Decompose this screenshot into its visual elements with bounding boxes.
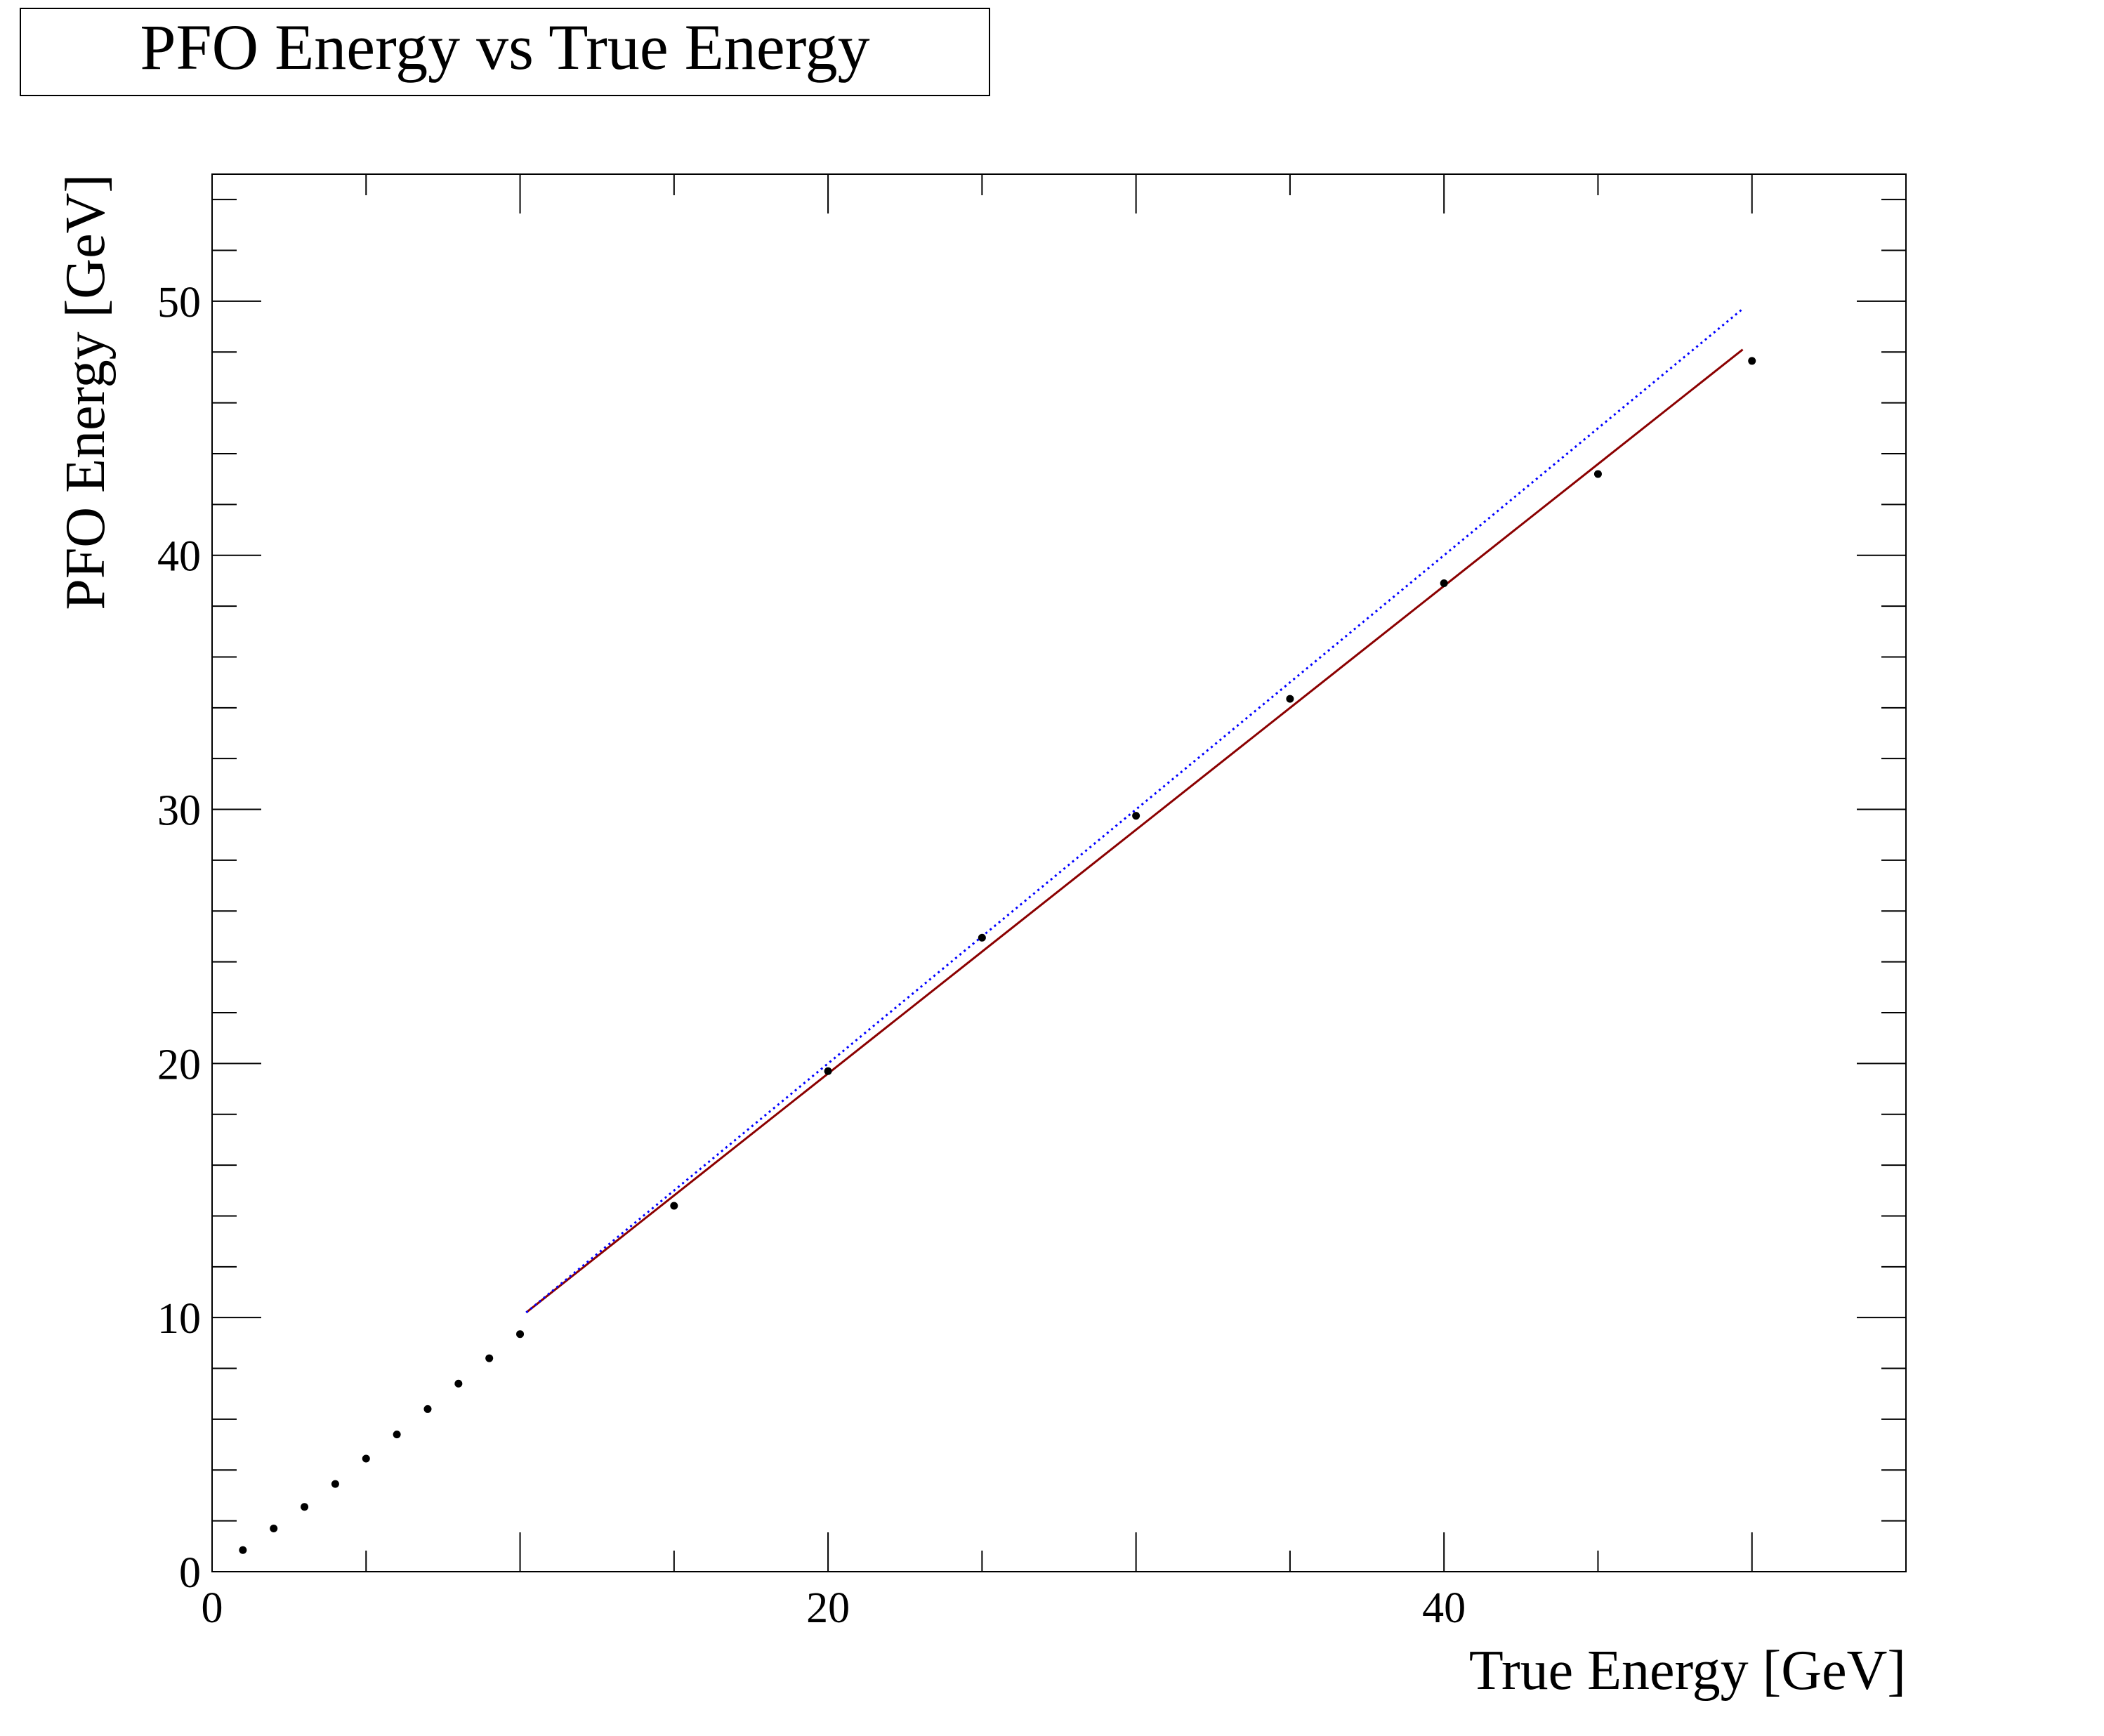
reference-line [525,308,1744,1314]
data-point [1132,812,1140,820]
data-point [1593,470,1602,478]
data-point [362,1454,370,1463]
data-point [270,1524,278,1532]
data-point [239,1546,247,1554]
x-tick-label: 0 [202,1584,223,1632]
title-border [20,8,990,96]
data-point [1748,357,1756,365]
data-points [239,357,1756,1554]
chart-title: PFO Energy vs True Energy [140,11,869,83]
plot-frame [211,173,1907,1572]
data-point [485,1354,494,1362]
y-tick-label: 0 [179,1549,201,1597]
y-tick-label: 40 [157,533,201,581]
data-point [670,1202,678,1210]
data-point [454,1379,463,1388]
x-axis-label: True Energy [GeV] [1469,1640,1906,1702]
data-point [301,1503,309,1511]
data-point [1440,579,1448,588]
fit-lines [525,308,1744,1314]
y-tick-label: 10 [157,1295,201,1343]
axis-tick-labels: 0 20 40 0 10 20 30 40 50 [157,279,1466,1632]
y-tick-label: 20 [157,1041,201,1089]
fit-line [525,348,1744,1314]
x-tick-label: 20 [806,1584,850,1632]
data-point [1286,695,1294,703]
data-point [978,933,986,942]
y-tick-label: 30 [157,787,201,835]
data-point [331,1480,339,1488]
axis-ticks [211,174,1907,1572]
y-tick-label: 50 [157,279,201,327]
data-point [423,1405,432,1413]
data-point [516,1330,525,1339]
title-box: PFO Energy vs True Energy [20,8,990,96]
x-tick-label: 40 [1422,1584,1466,1632]
data-point [824,1067,832,1075]
data-point [393,1431,401,1439]
y-axis-label: PFO Energy [GeV] [55,174,117,610]
